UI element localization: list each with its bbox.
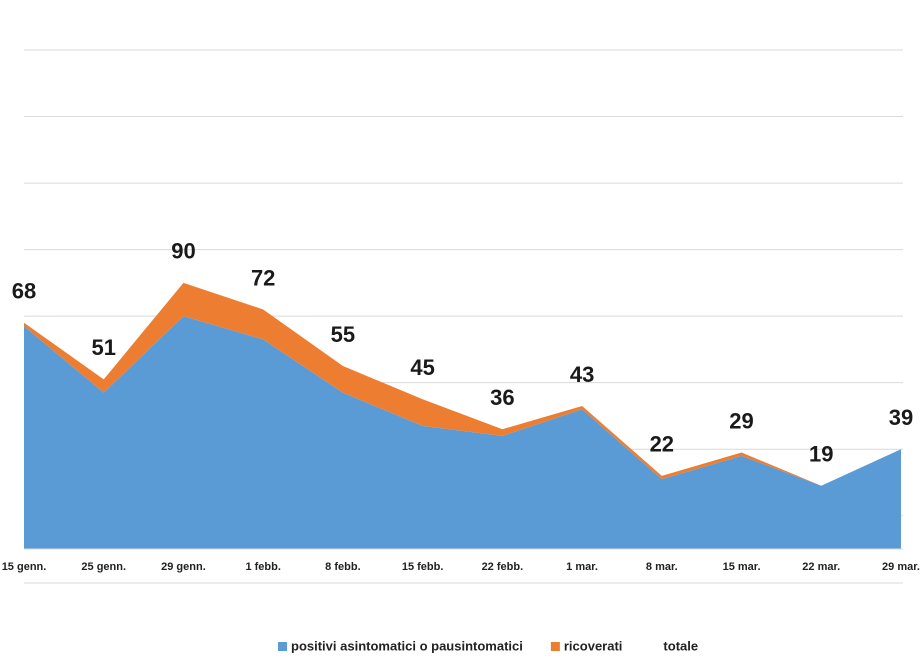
data-label: 39 — [889, 405, 913, 430]
x-tick-label: 22 mar. — [802, 561, 840, 573]
data-label: 68 — [12, 279, 36, 304]
x-tick-label: 29 mar. — [882, 561, 920, 573]
legend-label: totale — [663, 638, 698, 653]
x-tick-label: 8 mar. — [646, 561, 678, 573]
data-label: 51 — [91, 335, 115, 360]
area — [24, 282, 901, 486]
x-tick-label: 15 genn. — [2, 561, 47, 573]
x-tick-label: 1 mar. — [566, 561, 598, 573]
data-label: 72 — [251, 265, 275, 290]
legend-label: positivi asintomatici o pausintomatici — [291, 638, 523, 653]
x-tick-label: 25 genn. — [81, 561, 126, 573]
data-label: 43 — [570, 362, 594, 387]
x-tick-label: 15 febb. — [402, 561, 444, 573]
x-tick-label: 22 febb. — [482, 561, 524, 573]
data-label: 36 — [490, 385, 514, 410]
legend-swatch — [278, 642, 287, 651]
data-label: 55 — [331, 322, 355, 347]
x-tick-label: 29 genn. — [161, 561, 206, 573]
x-tick-label: 1 febb. — [245, 561, 280, 573]
data-label: 29 — [729, 408, 753, 433]
data-label: 22 — [650, 432, 674, 457]
data-label: 19 — [809, 442, 833, 467]
data-label: 90 — [171, 239, 195, 264]
legend-swatch — [550, 642, 560, 651]
area — [24, 316, 901, 549]
legend-label: ricoverati — [564, 638, 623, 653]
x-tick-label: 15 mar. — [723, 561, 761, 573]
x-tick-label: 8 febb. — [325, 561, 360, 573]
data-label: 45 — [410, 355, 434, 380]
